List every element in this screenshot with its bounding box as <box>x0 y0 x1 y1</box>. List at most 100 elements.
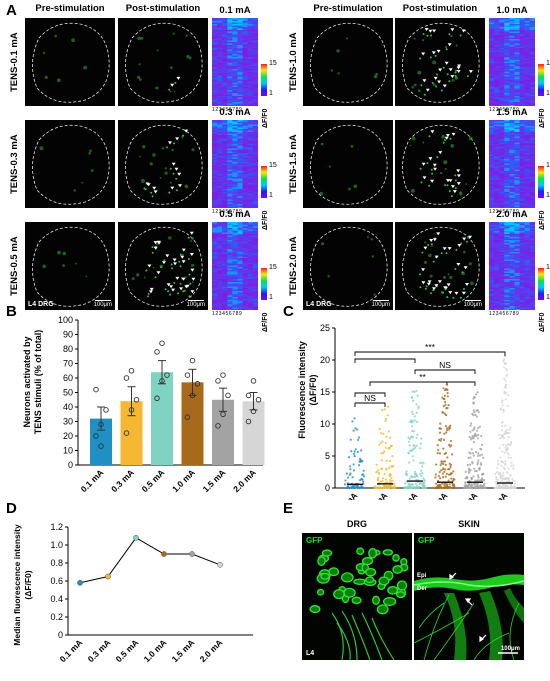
c-point <box>441 472 444 475</box>
c-point <box>467 467 470 470</box>
c-point <box>353 452 356 456</box>
e-skin-image: GFP Epi Der 100μm <box>414 533 524 660</box>
panel-c-chart: Fluorescence intensity (ΔF/F0) 0 5 10 15 20 2… <box>297 323 525 500</box>
c-ytick: 5 <box>325 451 330 461</box>
c-point <box>382 484 385 487</box>
row-label-4: TENS-1.5 mA <box>288 134 299 194</box>
c-point <box>481 443 484 446</box>
c-point <box>438 427 441 430</box>
c-ytick: 10 <box>320 419 330 429</box>
c-point <box>512 464 515 467</box>
c-point <box>352 469 356 472</box>
c-point <box>411 455 414 458</box>
b-xtick: 0.3 mA <box>109 467 136 494</box>
c-point <box>415 389 418 392</box>
c-point <box>438 486 441 490</box>
b-bar <box>212 399 234 465</box>
c-point <box>388 467 391 470</box>
c-point <box>449 424 452 427</box>
colorbar-max: 15 <box>546 264 550 271</box>
c-point <box>383 408 386 411</box>
heatmap-ticks-4: 123456789 <box>489 209 520 215</box>
heatmap-4 <box>489 120 535 208</box>
c-point <box>345 472 348 475</box>
micrograph-post-5: 100μm <box>395 222 485 310</box>
colorbar-label: ΔF/F0 <box>539 210 546 230</box>
c-point <box>444 482 447 485</box>
c-point <box>404 482 407 485</box>
c-point <box>499 477 502 480</box>
micrograph-post-3 <box>395 18 485 106</box>
b-point <box>93 433 99 439</box>
c-point <box>508 486 511 489</box>
b-point <box>220 372 226 378</box>
c-point <box>438 431 442 434</box>
c-point <box>359 479 362 482</box>
e-scale-label: 100μm <box>500 646 520 652</box>
panel-d-ylabel-2: (ΔF/F0) <box>23 570 33 599</box>
c-point <box>361 478 364 481</box>
b-bar <box>181 382 204 465</box>
c-point <box>443 394 446 397</box>
c-point <box>475 434 478 437</box>
c-point <box>439 464 442 467</box>
c-point <box>440 462 443 465</box>
c-point <box>440 469 443 472</box>
micrograph-pre-4 <box>303 120 393 208</box>
c-point <box>411 425 414 428</box>
c-point <box>472 397 475 400</box>
c-point <box>503 451 506 454</box>
c-point <box>375 463 378 466</box>
c-point <box>508 479 511 482</box>
c-point <box>502 471 505 474</box>
c-point <box>504 379 507 382</box>
c-point <box>444 400 447 403</box>
c-point <box>473 484 476 488</box>
c-point <box>477 433 480 436</box>
c-sig-ns2 <box>414 369 476 374</box>
c-point <box>477 467 480 470</box>
c-point <box>436 484 440 487</box>
b-point <box>133 396 140 403</box>
b-ytick: 60 <box>63 373 73 383</box>
c-point <box>477 479 480 482</box>
c-point <box>362 469 365 472</box>
c-point <box>504 398 507 401</box>
c-point <box>470 483 474 486</box>
c-point <box>502 437 505 440</box>
c-point <box>474 479 477 482</box>
c-point <box>468 482 471 485</box>
c-point <box>385 459 388 462</box>
c-point <box>509 456 513 459</box>
c-point <box>438 452 442 455</box>
c-point <box>474 470 477 473</box>
c-point <box>509 426 512 429</box>
row-label-1: TENS-0.3 mA <box>9 134 20 194</box>
c-point <box>440 486 443 489</box>
c-point <box>352 463 355 466</box>
c-point <box>510 441 513 444</box>
c-point <box>443 412 446 415</box>
c-point <box>504 462 507 465</box>
d-point <box>77 579 83 586</box>
c-point <box>503 377 506 380</box>
c-point <box>380 459 383 462</box>
c-point <box>408 440 411 443</box>
c-point <box>477 459 480 462</box>
c-point <box>450 477 453 480</box>
c-point <box>510 483 513 486</box>
c-ytick: 15 <box>320 387 330 397</box>
c-point <box>411 436 414 439</box>
c-point <box>502 485 505 488</box>
c-point <box>384 442 387 445</box>
c-point <box>387 430 390 433</box>
c-point <box>361 473 364 476</box>
c-point <box>421 472 424 475</box>
c-point <box>382 452 385 455</box>
c-point <box>494 481 497 484</box>
c-point <box>502 443 505 446</box>
c-point <box>507 453 510 456</box>
panel-c-ylabel-1: Fluorescence intensity <box>297 341 307 439</box>
c-point <box>480 435 483 438</box>
c-point <box>496 486 499 490</box>
